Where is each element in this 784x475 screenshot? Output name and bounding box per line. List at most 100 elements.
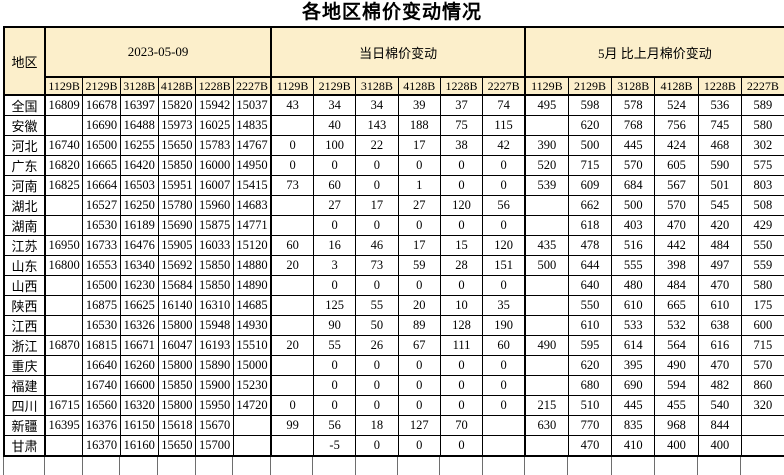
monthly-change-cell[interactable]: 630 (525, 416, 568, 436)
daily-change-cell[interactable]: 120 (483, 236, 525, 256)
date-price-cell[interactable]: 16870 (45, 336, 83, 356)
monthly-change-cell[interactable] (525, 356, 568, 376)
monthly-change-cell[interactable]: 508 (741, 196, 784, 216)
daily-change-cell[interactable]: 34 (313, 95, 355, 116)
date-price-cell[interactable]: 16825 (45, 176, 83, 196)
daily-change-cell[interactable]: 0 (356, 396, 398, 416)
daily-change-cell[interactable]: 0 (440, 376, 482, 396)
date-price-cell[interactable]: 16420 (120, 156, 158, 176)
monthly-change-cell[interactable]: 600 (741, 316, 784, 336)
daily-change-cell[interactable]: 67 (398, 336, 440, 356)
monthly-change-cell[interactable]: 756 (655, 116, 698, 136)
date-price-cell[interactable]: 15875 (196, 216, 234, 236)
date-price-cell[interactable] (45, 276, 83, 296)
date-price-cell[interactable]: 15948 (196, 316, 234, 336)
daily-change-cell[interactable]: 125 (313, 296, 355, 316)
daily-change-cell[interactable] (271, 296, 313, 316)
monthly-change-cell[interactable]: 580 (741, 276, 784, 296)
monthly-change-cell[interactable]: 468 (698, 136, 741, 156)
monthly-change-cell[interactable]: 175 (741, 296, 784, 316)
daily-change-cell[interactable]: 16 (313, 236, 355, 256)
daily-change-cell[interactable]: 0 (440, 176, 482, 196)
date-price-cell[interactable]: 15800 (158, 396, 196, 416)
date-price-cell[interactable]: 15692 (158, 256, 196, 276)
daily-change-cell[interactable]: 0 (356, 436, 398, 457)
monthly-change-cell[interactable]: 501 (698, 176, 741, 196)
date-price-cell[interactable] (45, 296, 83, 316)
daily-change-cell[interactable]: 0 (440, 216, 482, 236)
date-price-cell[interactable]: 16740 (45, 136, 83, 156)
monthly-change-cell[interactable]: 455 (655, 396, 698, 416)
monthly-change-cell[interactable]: 533 (612, 316, 655, 336)
monthly-change-cell[interactable]: 470 (655, 216, 698, 236)
monthly-change-cell[interactable]: 320 (741, 396, 784, 416)
date-price-cell[interactable]: 15000 (233, 356, 271, 376)
date-price-cell[interactable]: 15120 (233, 236, 271, 256)
daily-change-cell[interactable]: 20 (398, 296, 440, 316)
date-price-cell[interactable]: 16488 (120, 116, 158, 136)
monthly-change-cell[interactable]: 616 (698, 336, 741, 356)
date-price-cell[interactable]: 16250 (120, 196, 158, 216)
date-price-cell[interactable]: 16397 (120, 95, 158, 116)
daily-change-cell[interactable]: 55 (313, 336, 355, 356)
daily-change-cell[interactable]: 0 (356, 376, 398, 396)
monthly-change-cell[interactable] (525, 316, 568, 336)
monthly-change-cell[interactable]: 390 (525, 136, 568, 156)
date-price-cell[interactable]: 16033 (196, 236, 234, 256)
region-cell[interactable]: 江苏 (4, 236, 45, 256)
date-price-cell[interactable] (45, 436, 83, 457)
region-header[interactable]: 地区 (4, 27, 45, 95)
grade-col-daily-3128B[interactable]: 3128B (356, 77, 398, 95)
monthly-change-cell[interactable]: 575 (741, 156, 784, 176)
date-price-cell[interactable]: 16260 (120, 356, 158, 376)
date-price-cell[interactable]: 15850 (158, 156, 196, 176)
monthly-change-cell[interactable] (525, 116, 568, 136)
monthly-change-cell[interactable]: 470 (698, 276, 741, 296)
monthly-change-cell[interactable]: 395 (612, 356, 655, 376)
monthly-change-cell[interactable]: 403 (612, 216, 655, 236)
daily-change-cell[interactable]: 100 (313, 136, 355, 156)
monthly-change-cell[interactable]: 420 (698, 216, 741, 236)
date-price-cell[interactable]: 15900 (196, 376, 234, 396)
monthly-change-cell[interactable]: 578 (612, 95, 655, 116)
monthly-change-cell[interactable]: 478 (568, 236, 611, 256)
date-price-cell[interactable]: 16150 (120, 416, 158, 436)
monthly-change-cell[interactable]: 610 (612, 296, 655, 316)
group-daily-change-header[interactable]: 当日棉价变动 (271, 27, 525, 77)
daily-change-cell[interactable]: 70 (440, 416, 482, 436)
date-price-cell[interactable]: 15950 (196, 396, 234, 416)
date-price-cell[interactable]: 15951 (158, 176, 196, 196)
monthly-change-cell[interactable]: 665 (655, 296, 698, 316)
grade-col-monthly-3128B[interactable]: 3128B (612, 77, 655, 95)
date-price-cell[interactable]: 15890 (196, 356, 234, 376)
date-price-cell[interactable]: 15905 (158, 236, 196, 256)
date-price-cell[interactable]: 14685 (233, 296, 271, 316)
monthly-change-cell[interactable]: 500 (525, 256, 568, 276)
monthly-change-cell[interactable]: 435 (525, 236, 568, 256)
date-price-cell[interactable]: 16000 (196, 156, 234, 176)
date-price-cell[interactable] (233, 416, 271, 436)
date-price-cell[interactable]: 15820 (158, 95, 196, 116)
monthly-change-cell[interactable]: 524 (655, 95, 698, 116)
monthly-change-cell[interactable]: 860 (741, 376, 784, 396)
grade-col-date-1129B[interactable]: 1129B (45, 77, 83, 95)
daily-change-cell[interactable]: 0 (313, 396, 355, 416)
monthly-change-cell[interactable]: 595 (568, 336, 611, 356)
daily-change-cell[interactable]: 18 (356, 416, 398, 436)
grade-col-monthly-2129B[interactable]: 2129B (568, 77, 611, 95)
date-price-cell[interactable] (45, 316, 83, 336)
daily-change-cell[interactable]: 39 (398, 95, 440, 116)
date-price-cell[interactable]: 15800 (158, 316, 196, 336)
date-price-cell[interactable]: 15780 (158, 196, 196, 216)
date-price-cell[interactable]: 14683 (233, 196, 271, 216)
monthly-change-cell[interactable] (741, 416, 784, 436)
monthly-change-cell[interactable]: 215 (525, 396, 568, 416)
daily-change-cell[interactable]: 55 (356, 296, 398, 316)
daily-change-cell[interactable]: 0 (440, 276, 482, 296)
daily-change-cell[interactable]: 74 (483, 95, 525, 116)
daily-change-cell[interactable]: 34 (356, 95, 398, 116)
region-cell[interactable]: 浙江 (4, 336, 45, 356)
date-price-cell[interactable]: 16503 (120, 176, 158, 196)
monthly-change-cell[interactable]: 495 (525, 95, 568, 116)
daily-change-cell[interactable]: 0 (271, 396, 313, 416)
